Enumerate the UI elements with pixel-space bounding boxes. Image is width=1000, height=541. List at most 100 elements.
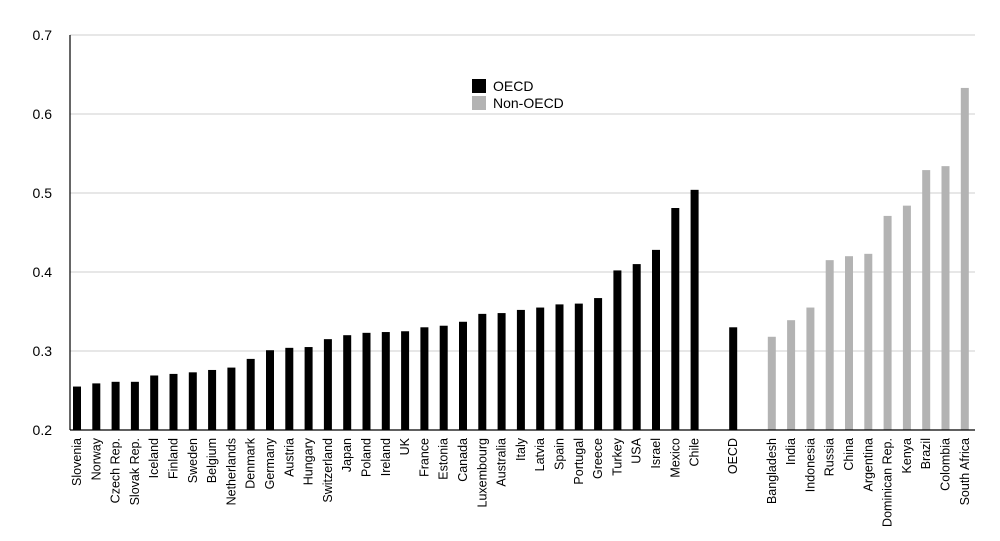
x-tick-label: Australia (495, 438, 509, 487)
bar-estonia (439, 325, 448, 430)
x-tick-label: Belgium (205, 438, 219, 483)
x-tick-label: Chile (688, 438, 702, 467)
x-tick-label: Ireland (379, 438, 393, 476)
bar-uk (401, 331, 410, 430)
bar-greece (594, 298, 603, 430)
bar-south-africa (960, 87, 969, 431)
bar-oecd (729, 327, 738, 430)
bar-australia (497, 313, 506, 430)
x-tick-label: Iceland (147, 438, 161, 478)
bar-slovak-rep (130, 381, 139, 430)
x-tick-label: Israel (649, 438, 663, 469)
bar-canada (459, 321, 467, 430)
bar-china (845, 256, 853, 430)
x-tick-label: Bangladesh (765, 438, 779, 504)
y-tick-label: 0.4 (33, 264, 53, 280)
x-tick-label: Indonesia (803, 438, 817, 492)
bar-russia (825, 260, 834, 430)
bar-argentina (864, 253, 873, 430)
x-tick-label: Turkey (610, 437, 624, 475)
x-tick-label: Netherlands (224, 438, 238, 505)
bar-brazil (922, 170, 931, 430)
bar-slovenia (73, 386, 81, 430)
x-tick-label: Luxembourg (475, 438, 489, 508)
legend-swatch-oecd (472, 79, 486, 93)
bar-sweden (188, 372, 197, 430)
bar-finland (169, 373, 178, 430)
x-tick-label: Kenya (900, 438, 914, 473)
x-tick-label: Czech Rep. (109, 438, 123, 503)
bar-netherlands (227, 367, 236, 430)
bar-iceland (150, 375, 159, 430)
x-tick-label: Spain (553, 438, 567, 470)
bar-luxembourg (478, 313, 487, 430)
x-tick-label: Hungary (302, 437, 316, 485)
x-tick-label: Norway (89, 437, 103, 480)
bar-belgium (208, 369, 217, 430)
x-tick-label: Denmark (244, 437, 258, 488)
legend: OECD Non-OECD (472, 78, 564, 111)
bar-spain (555, 304, 564, 430)
bars (73, 87, 969, 431)
x-tick-label: Estonia (437, 438, 451, 480)
x-tick-label: Russia (823, 438, 837, 476)
x-tick-label: Poland (360, 438, 374, 477)
y-tick-label: 0.5 (33, 185, 53, 201)
x-tick-label: Slovak Rep. (128, 438, 142, 505)
y-tick-label: 0.2 (33, 422, 53, 438)
gridlines (70, 34, 975, 352)
bar-portugal (574, 303, 583, 430)
y-tick-label: 0.7 (33, 27, 53, 43)
bar-india (787, 320, 796, 430)
bar-dominican-rep (883, 215, 892, 430)
bar-italy (516, 309, 525, 430)
x-tick-label: Latvia (533, 438, 547, 471)
x-tick-label: Slovenia (70, 438, 84, 486)
y-tick-label: 0.3 (33, 343, 53, 359)
bar-turkey (613, 270, 622, 430)
x-tick-label: Austria (282, 438, 296, 477)
bar-latvia (536, 307, 545, 430)
bar-denmark (246, 358, 255, 430)
x-tick-label: Canada (456, 438, 470, 482)
bar-mexico (671, 208, 680, 430)
x-tick-label: Mexico (668, 438, 682, 478)
x-tick-label: Colombia (939, 438, 953, 491)
bar-usa (632, 264, 641, 430)
bar-austria (285, 347, 294, 430)
bar-kenya (902, 205, 911, 430)
x-tick-label: USA (630, 437, 644, 463)
x-tick-label: Brazil (919, 438, 933, 469)
x-tick-label: Japan (340, 438, 354, 472)
y-tick-label: 0.6 (33, 106, 53, 122)
bar-indonesia (806, 307, 815, 430)
legend-label-non-oecd: Non-OECD (493, 95, 564, 111)
x-tick-label: South Africa (958, 438, 972, 505)
x-tick-label: India (784, 438, 798, 465)
bar-chile (690, 189, 699, 430)
x-tick-label: China (842, 438, 856, 471)
x-tick-label: Sweden (186, 438, 200, 483)
x-tick-label: Portugal (572, 438, 586, 485)
x-tick-label: France (417, 438, 431, 477)
bar-bangladesh (767, 336, 776, 430)
axes: 0.2 0.3 0.4 0.5 0.6 0.7 Slovenia Norway Czech Re… (33, 27, 975, 527)
bar-hungary (304, 347, 313, 430)
bar-colombia (941, 166, 950, 430)
x-tick-label: Switzerland (321, 438, 335, 503)
bar-germany (266, 350, 274, 430)
x-tick-label: Greece (591, 438, 605, 479)
bar-norway (92, 383, 101, 430)
bar-israel (652, 249, 660, 430)
bar-france (420, 327, 429, 430)
bar-switzerland (323, 339, 332, 430)
x-tick-label: Argentina (861, 438, 875, 492)
bar-japan (343, 335, 352, 430)
x-tick-label: Italy (514, 437, 528, 461)
x-tick-label: UK (398, 437, 412, 455)
x-tick-label: Dominican Rep. (881, 438, 895, 527)
x-tick-label: Finland (167, 438, 181, 479)
bar-czech-rep (111, 381, 120, 430)
